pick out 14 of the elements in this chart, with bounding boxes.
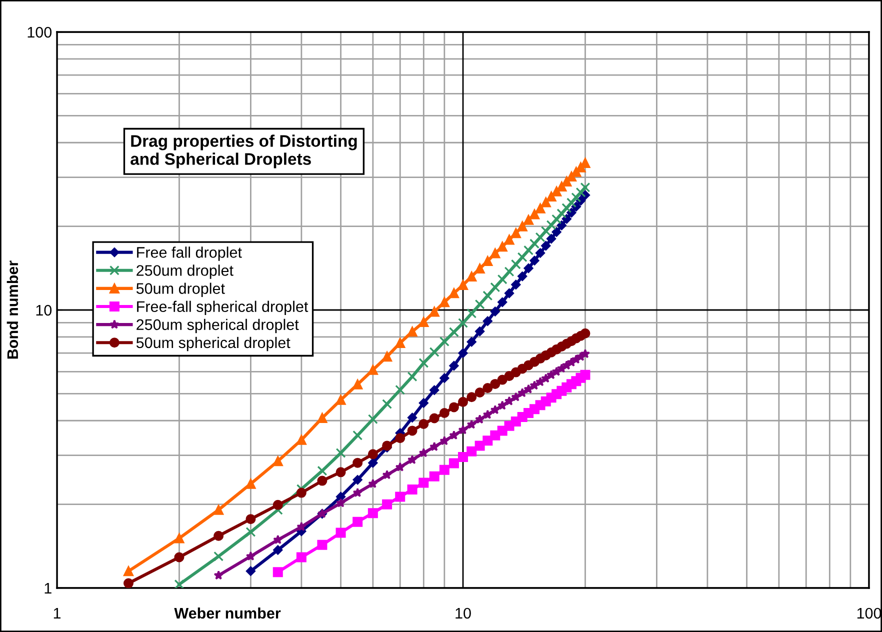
legend-label: Free-fall spherical droplet — [137, 300, 308, 316]
y-tick-label: 1 — [44, 583, 52, 594]
legend-label: 50um spherical droplet — [136, 336, 290, 352]
text: Drag properties of Distorting and Spherical Droplets — [130, 134, 357, 168]
legend-label: Free fall droplet — [137, 246, 242, 261]
legend-label: 50um droplet — [136, 282, 225, 297]
legend-label: 250um spherical droplet — [136, 318, 299, 334]
x-tick-label: 1 — [54, 608, 61, 619]
y-axis-title: Bond number — [6, 260, 18, 359]
x-axis-title: Weber number — [174, 607, 281, 619]
x-tick-label: 10 — [456, 608, 471, 619]
y-tick-label: 10 — [36, 304, 52, 316]
y-tick-label: 100 — [28, 26, 52, 38]
legend-label: 250um droplet — [136, 264, 234, 279]
